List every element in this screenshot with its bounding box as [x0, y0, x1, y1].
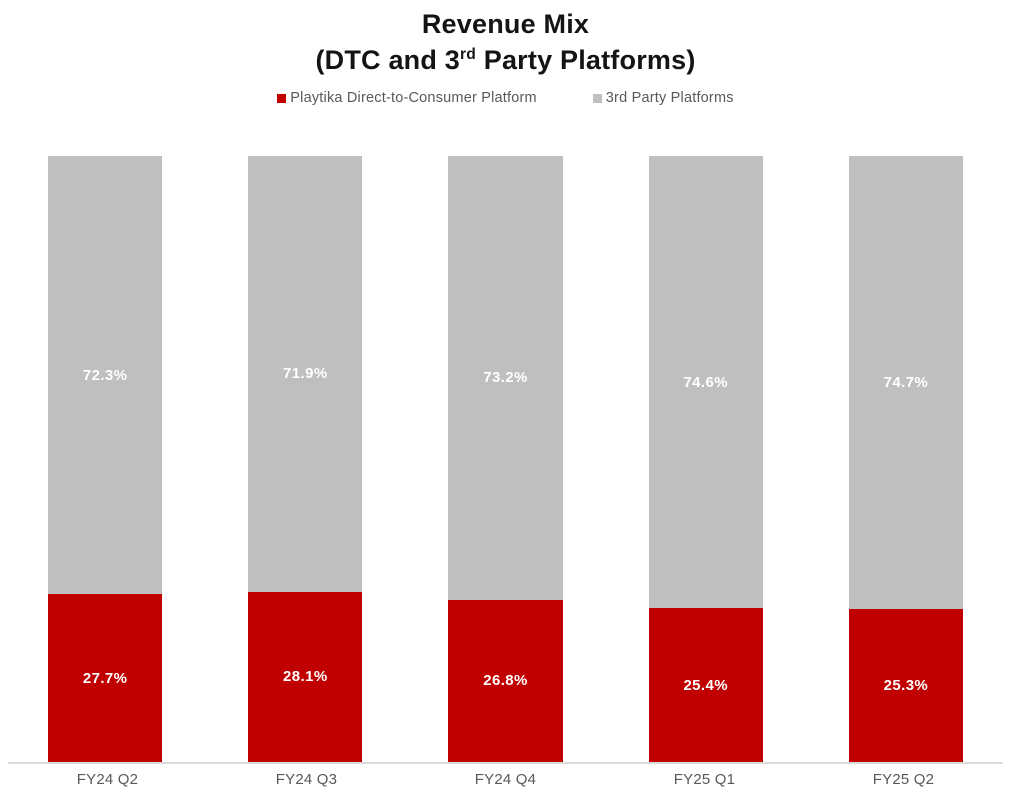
bar-slot-fy24q2: 72.3% 27.7% — [5, 156, 205, 762]
segment-dtc-fy25q2: 25.3% — [848, 608, 963, 762]
title-superscript: rd — [459, 46, 477, 63]
data-label-third-party-fy25q2: 74.7% — [883, 373, 929, 391]
x-tick-fy25q1: FY25 Q1 — [673, 771, 736, 788]
chart-title-line2: (DTC and 3rd Party Platforms) — [315, 45, 696, 75]
stacked-bar-fy24q3: 71.9% 28.1% — [248, 156, 363, 762]
legend-item-third-party: 3rd Party Platforms — [592, 90, 734, 106]
legend-label-dtc: Playtika Direct-to-Consumer Platform — [290, 90, 537, 106]
data-label-third-party-fy25q1: 74.6% — [683, 373, 728, 391]
data-label-third-party-fy24q4: 73.2% — [483, 369, 528, 387]
chart-title: Revenue Mix (DTC and 3rd Party Platforms… — [0, 6, 1011, 78]
stacked-bar-fy25q2: 74.7% 25.3% — [848, 156, 963, 762]
legend-item-dtc: Playtika Direct-to-Consumer Platform — [277, 90, 537, 106]
segment-third-party-fy25q1: 74.6% — [648, 156, 763, 609]
segment-third-party-fy25q2: 74.7% — [848, 156, 963, 609]
bar-slot-fy25q1: 74.6% 25.4% — [606, 156, 806, 762]
chart-title-line1: Revenue Mix — [421, 9, 590, 39]
data-label-third-party-fy24q3: 71.9% — [283, 365, 328, 383]
segment-third-party-fy24q2: 72.3% — [48, 156, 163, 595]
x-tick-fy24q4: FY24 Q4 — [474, 771, 537, 788]
segment-third-party-fy24q3: 71.9% — [248, 156, 363, 592]
data-label-dtc-fy25q2: 25.3% — [883, 676, 929, 694]
data-label-dtc-fy24q4: 26.8% — [483, 672, 528, 690]
segment-dtc-fy24q3: 28.1% — [248, 591, 363, 762]
data-label-third-party-fy24q2: 72.3% — [82, 366, 128, 384]
x-axis: FY24 Q2 FY24 Q3 FY24 Q4 FY25 Q1 FY25 Q2 — [8, 762, 1003, 788]
data-label-dtc-fy25q1: 25.4% — [683, 676, 728, 694]
data-label-dtc-fy24q3: 28.1% — [283, 668, 328, 686]
plot-area: 72.3% 27.7% 71.9% 28.1% 73.2% 26.8% — [5, 156, 1006, 762]
segment-dtc-fy24q4: 26.8% — [448, 599, 563, 762]
legend: Playtika Direct-to-Consumer Platform 3rd… — [0, 88, 1011, 108]
segment-dtc-fy25q1: 25.4% — [648, 608, 763, 762]
segment-third-party-fy24q4: 73.2% — [448, 156, 563, 600]
bar-slot-fy24q3: 71.9% 28.1% — [205, 156, 405, 762]
stacked-bar-fy24q4: 73.2% 26.8% — [448, 156, 563, 762]
stacked-bar-fy24q2: 72.3% 27.7% — [48, 156, 163, 762]
x-tick-fy24q3: FY24 Q3 — [275, 771, 338, 788]
x-tick-fy24q2: FY24 Q2 — [76, 771, 139, 788]
data-label-dtc-fy24q2: 27.7% — [82, 669, 128, 687]
bar-slot-fy25q2: 74.7% 25.3% — [806, 156, 1006, 762]
bar-slot-fy24q4: 73.2% 26.8% — [405, 156, 605, 762]
x-tick-fy25q2: FY25 Q2 — [872, 771, 935, 788]
legend-label-third-party: 3rd Party Platforms — [605, 90, 734, 106]
legend-marker-dtc-icon — [277, 93, 287, 103]
stacked-bar-fy25q1: 74.6% 25.4% — [648, 156, 763, 762]
legend-marker-third-party-icon — [592, 93, 602, 103]
segment-dtc-fy24q2: 27.7% — [48, 594, 163, 762]
